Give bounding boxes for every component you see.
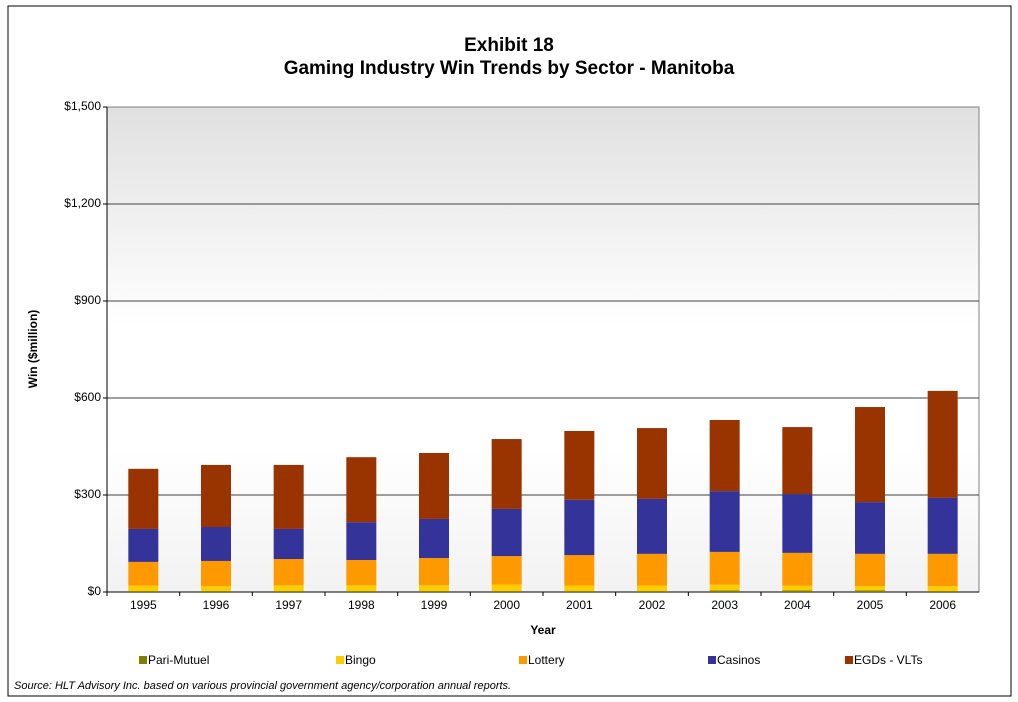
- bar-segment: [637, 428, 667, 499]
- x-tick-label: 1995: [130, 598, 157, 612]
- bar-segment: [782, 585, 813, 591]
- bar-segment: [346, 559, 377, 586]
- bar-segment: [855, 502, 885, 554]
- bar-segment: [273, 464, 304, 529]
- x-tick-label: 1998: [348, 598, 375, 612]
- bar-segment: [564, 499, 595, 556]
- bar-segment: [128, 528, 159, 562]
- legend-swatch: [139, 656, 147, 664]
- bar-segment: [273, 528, 304, 560]
- bar-segment: [709, 491, 740, 552]
- chart-subtitle: Gaming Industry Win Trends by Sector - M…: [284, 58, 735, 79]
- y-tick-label: $600: [74, 390, 101, 404]
- bar-segment: [637, 591, 667, 592]
- bar-segment: [201, 560, 231, 587]
- bar-segment: [346, 457, 377, 523]
- bar-segment: [128, 591, 159, 592]
- x-tick-label: 2003: [711, 598, 738, 612]
- bar-segment: [491, 556, 522, 585]
- y-tick-label: $900: [74, 293, 101, 307]
- bar-segment: [346, 522, 377, 560]
- legend-swatch: [336, 656, 344, 664]
- bar-segment: [782, 552, 813, 586]
- bar-segment: [346, 591, 377, 592]
- bar-segment: [419, 518, 449, 559]
- x-tick-label: 2004: [784, 598, 811, 612]
- x-tick-label: 1996: [203, 598, 230, 612]
- bar-segment: [709, 419, 740, 492]
- bar-segment: [927, 390, 958, 498]
- bar-segment: [782, 494, 813, 553]
- y-tick-label: $1,500: [64, 99, 101, 113]
- y-tick-label: $1,200: [64, 196, 101, 210]
- bar-segment: [419, 452, 449, 519]
- bar-segment: [128, 561, 159, 586]
- bar-segment: [273, 591, 304, 592]
- bar-segment: [201, 591, 231, 592]
- bar-segment: [855, 586, 885, 591]
- bar-segment: [201, 586, 231, 592]
- legend-label: Lottery: [528, 653, 565, 667]
- bar-segment: [927, 497, 958, 554]
- bar-segment: [637, 498, 667, 554]
- bar-segment: [273, 559, 304, 586]
- bar-segment: [491, 584, 522, 592]
- y-tick-label: $0: [88, 584, 102, 598]
- legend-swatch: [519, 656, 527, 664]
- legend-label: EGDs - VLTs: [854, 653, 922, 667]
- bar-segment: [637, 553, 667, 586]
- bar-segment: [128, 468, 159, 529]
- bar-segment: [346, 585, 377, 592]
- legend-swatch: [845, 656, 853, 664]
- x-tick-label: 1999: [421, 598, 448, 612]
- bar-segment: [419, 558, 449, 586]
- x-tick-label: 2006: [929, 598, 956, 612]
- bar-segment: [491, 508, 522, 557]
- bar-segment: [491, 439, 522, 509]
- bar-segment: [273, 585, 304, 592]
- legend-swatch: [708, 656, 716, 664]
- x-axis-title: Year: [530, 623, 556, 637]
- x-tick-label: 2005: [857, 598, 884, 612]
- bar-segment: [419, 591, 449, 592]
- legend-label: Pari-Mutuel: [148, 653, 209, 667]
- y-axis-title: Win ($million): [26, 310, 40, 389]
- bar-segment: [855, 590, 885, 592]
- legend-label: Bingo: [345, 653, 376, 667]
- x-tick-label: 2000: [493, 598, 520, 612]
- bar-segment: [855, 553, 885, 587]
- bar-segment: [201, 464, 231, 528]
- chart-title: Exhibit 18: [464, 35, 554, 56]
- legend-label: Casinos: [717, 653, 760, 667]
- bar-segment: [564, 591, 595, 592]
- bar-segment: [927, 591, 958, 592]
- source-note: Source: HLT Advisory Inc. based on vario…: [14, 680, 511, 692]
- y-tick-label: $300: [74, 487, 101, 501]
- bar-segment: [564, 430, 595, 500]
- bar-segment: [927, 553, 958, 587]
- bar-segment: [564, 585, 595, 592]
- bar-segment: [782, 590, 813, 592]
- bar-segment: [927, 586, 958, 592]
- bar-segment: [855, 407, 885, 503]
- plot-area: [106, 106, 980, 593]
- bar-segment: [709, 551, 740, 585]
- bar-segment: [782, 427, 813, 495]
- bar-segment: [564, 555, 595, 586]
- bar-segment: [491, 591, 522, 592]
- x-tick-label: 1997: [275, 598, 302, 612]
- x-tick-label: 2002: [639, 598, 666, 612]
- bar-segment: [637, 585, 667, 592]
- bar-segment: [419, 585, 449, 592]
- bar-segment: [201, 527, 231, 561]
- bar-segment: [128, 585, 159, 592]
- x-tick-label: 2001: [566, 598, 593, 612]
- bar-segment: [709, 590, 740, 592]
- bar-segment: [709, 584, 740, 591]
